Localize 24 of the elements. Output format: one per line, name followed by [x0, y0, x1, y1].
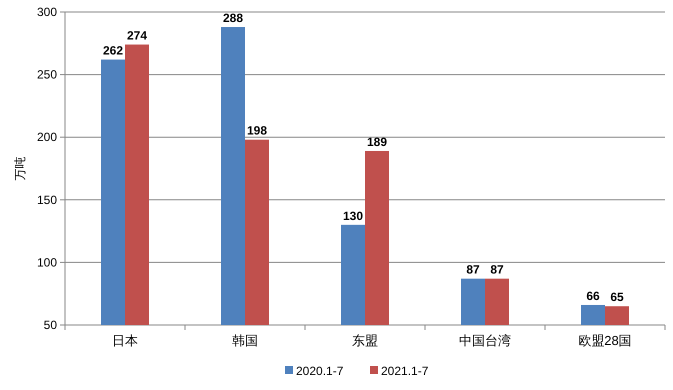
data-label: 198	[246, 124, 268, 138]
data-label: 288	[222, 11, 244, 26]
y-tick-label: 200	[36, 130, 58, 144]
y-axis-title: 万吨	[13, 156, 27, 180]
y-tick-label: 250	[36, 68, 58, 82]
y-tick-label: 150	[36, 192, 58, 207]
data-label: 274	[126, 28, 148, 43]
x-tick-label: 日本	[112, 333, 138, 348]
legend-label: 2021.1-7	[381, 364, 429, 378]
data-label: 87	[490, 262, 504, 277]
data-label: 262	[102, 44, 124, 58]
x-tick-label: 韩国	[232, 333, 258, 348]
data-label: 189	[366, 134, 388, 149]
data-label: 66	[586, 288, 600, 303]
data-label: 87	[466, 262, 480, 277]
legend-label: 2020.1-7	[296, 364, 344, 378]
x-tick-label: 欧盟28国	[578, 333, 632, 348]
data-label: 65	[610, 290, 624, 304]
y-tick-label: 300	[36, 5, 58, 19]
x-tick-label: 中国台湾	[459, 333, 511, 348]
y-tick-label: 100	[36, 255, 58, 270]
x-tick-label: 东盟	[352, 333, 378, 348]
data-label: 130	[342, 208, 364, 223]
y-tick-label: 50	[44, 318, 58, 332]
